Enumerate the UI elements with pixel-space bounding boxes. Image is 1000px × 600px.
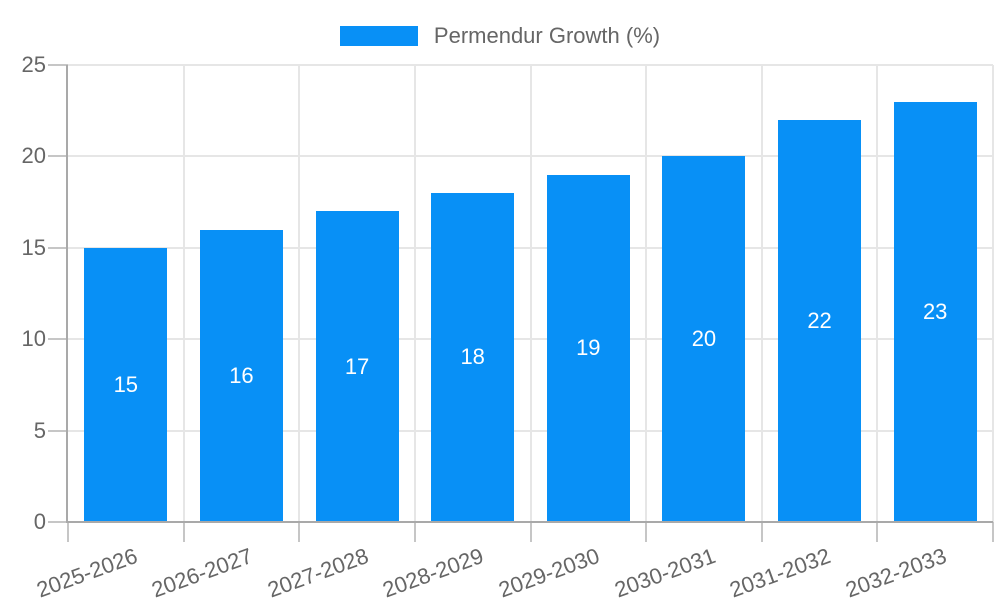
x-axis-tick-mark xyxy=(760,522,763,542)
gridline-vertical xyxy=(298,65,301,522)
bar-value-label: 22 xyxy=(807,307,832,333)
x-axis-tick-mark xyxy=(298,522,301,542)
gridline-vertical xyxy=(182,65,185,522)
gridline-vertical xyxy=(413,65,416,522)
x-axis-tick-label: 2029-2030 xyxy=(495,543,603,600)
bar[interactable]: 22 xyxy=(778,119,862,522)
bar-value-label: 23 xyxy=(922,298,948,324)
x-axis-tick-label: 2027-2028 xyxy=(264,543,372,600)
bar-value-label: 18 xyxy=(460,344,485,370)
gridline-vertical xyxy=(645,65,648,522)
legend[interactable]: Permendur Growth (%) xyxy=(0,23,1000,49)
y-axis-tick-label: 5 xyxy=(33,417,46,443)
bar-value-label: 15 xyxy=(113,371,139,397)
bar[interactable]: 19 xyxy=(546,174,630,522)
gridline-vertical xyxy=(529,65,532,522)
x-axis-tick-label: 2026-2027 xyxy=(148,543,256,600)
x-axis-tick-label: 2031-2032 xyxy=(726,543,835,600)
x-axis-tick-label: 2028-2029 xyxy=(379,543,488,600)
y-axis-tick-label: 10 xyxy=(21,326,46,352)
y-axis-line xyxy=(66,65,68,522)
bar[interactable]: 15 xyxy=(84,247,168,522)
y-axis-tick-label: 20 xyxy=(21,143,46,169)
x-axis-tick-mark xyxy=(645,522,648,542)
y-axis-tick-label: 15 xyxy=(21,234,46,260)
bar[interactable]: 20 xyxy=(662,156,746,522)
x-axis-tick-mark xyxy=(876,522,879,542)
bar-value-label: 16 xyxy=(229,362,254,388)
bar[interactable]: 17 xyxy=(315,211,399,522)
x-axis-line xyxy=(66,521,993,523)
gridline-vertical xyxy=(876,65,879,522)
bar-value-label: 19 xyxy=(576,335,601,361)
y-axis-tick-label: 0 xyxy=(33,509,46,534)
gridline-vertical xyxy=(760,65,763,522)
legend-swatch-icon xyxy=(339,26,418,46)
bar-value-label: 20 xyxy=(691,326,717,352)
y-axis-tick-mark xyxy=(48,521,68,523)
x-axis-tick-label: 2032-2033 xyxy=(842,543,950,600)
x-axis-tick-mark xyxy=(413,522,416,542)
bar[interactable]: 23 xyxy=(893,101,977,522)
bar[interactable]: 18 xyxy=(431,192,515,522)
legend-label: Permendur Growth (%) xyxy=(433,23,661,48)
bar-value-label: 17 xyxy=(344,353,370,379)
y-axis-tick-mark xyxy=(48,429,68,432)
y-axis-tick-mark xyxy=(48,246,68,249)
y-axis-tick-label: 25 xyxy=(21,52,46,77)
x-axis-tick-mark xyxy=(67,522,69,542)
y-axis-tick-mark xyxy=(48,155,68,158)
y-axis-tick-mark xyxy=(48,64,68,66)
bar[interactable]: 16 xyxy=(199,229,283,522)
x-axis-tick-mark xyxy=(529,522,532,542)
gridline-vertical xyxy=(992,65,994,522)
y-axis-tick-mark xyxy=(48,338,68,341)
x-axis-tick-label: 2030-2031 xyxy=(611,543,719,600)
x-axis-tick-mark xyxy=(182,522,185,542)
x-axis-tick-mark xyxy=(992,522,994,542)
x-axis-tick-label: 2025-2026 xyxy=(32,543,141,600)
